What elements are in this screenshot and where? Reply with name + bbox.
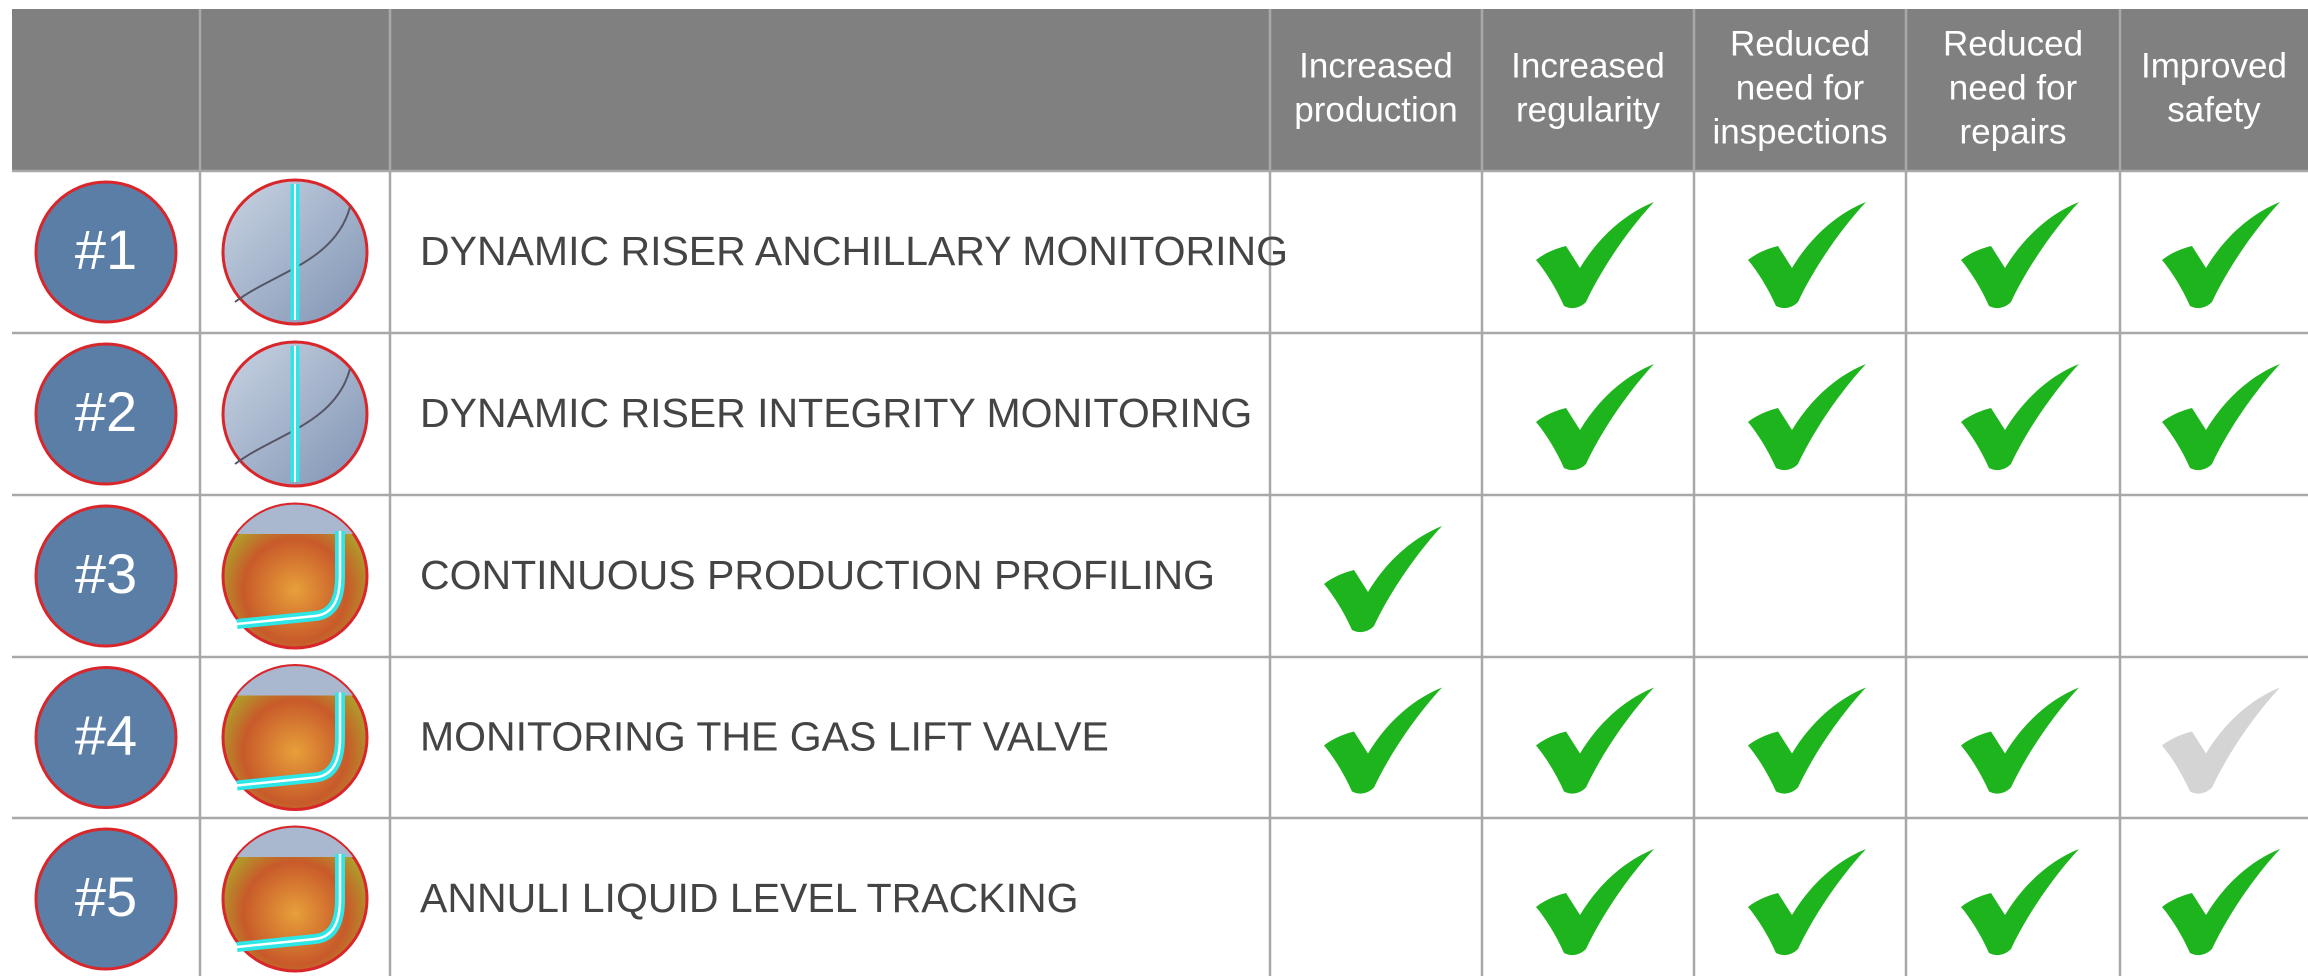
column-header: repairs <box>1960 112 2067 151</box>
column-header: need for <box>1736 68 1865 107</box>
column-header: Increased <box>1511 46 1665 85</box>
row-icon <box>221 825 369 973</box>
check-mark <box>1536 202 1654 309</box>
number-badge <box>34 827 178 971</box>
row-number: #3 <box>75 542 137 605</box>
check-mark <box>1324 526 1442 633</box>
check-mark <box>2162 849 2280 956</box>
row-number: #2 <box>75 380 137 443</box>
row-title: DYNAMIC RISER INTEGRITY MONITORING <box>420 390 1252 436</box>
check-mark <box>1536 849 1654 956</box>
check-mark <box>1961 849 2079 956</box>
row-icon <box>221 502 369 650</box>
column-header: Improved <box>2141 46 2287 85</box>
icon-line-core <box>236 854 342 949</box>
check-mark <box>1324 687 1442 794</box>
number-badge <box>34 666 178 809</box>
row-title: MONITORING THE GAS LIFT VALVE <box>420 713 1109 759</box>
number-badge <box>34 504 178 648</box>
row-number: #1 <box>75 218 137 281</box>
row-title: ANNULI LIQUID LEVEL TRACKING <box>420 875 1078 921</box>
number-badge <box>34 342 178 486</box>
column-header: safety <box>2167 90 2261 129</box>
check-mark <box>2162 364 2280 471</box>
column-header: regularity <box>1516 90 1660 129</box>
row-icon <box>221 340 369 488</box>
column-header: Reduced <box>1943 24 2083 63</box>
header-band <box>12 9 2308 171</box>
icon-line-core <box>236 531 342 626</box>
row-title: DYNAMIC RISER ANCHILLARY MONITORING <box>420 228 1288 274</box>
icon-detail <box>234 368 351 465</box>
row-icon <box>221 178 369 326</box>
column-header: production <box>1294 90 1457 129</box>
check-mark <box>1536 687 1654 794</box>
check-mark <box>1961 687 2079 794</box>
row-icon <box>221 664 369 811</box>
number-badge <box>34 180 178 324</box>
row-number: #5 <box>75 865 137 928</box>
icon-sky <box>237 666 353 696</box>
icon-sky <box>237 504 353 534</box>
check-mark <box>1961 364 2079 471</box>
row-title: CONTINUOUS PRODUCTION PROFILING <box>420 552 1215 598</box>
check-mark <box>1536 364 1654 471</box>
check-mark <box>1748 687 1866 794</box>
check-mark <box>1748 202 1866 309</box>
column-header: Reduced <box>1730 24 1870 63</box>
check-mark <box>1748 364 1866 471</box>
column-header: need for <box>1949 68 2078 107</box>
icon-detail <box>234 206 351 303</box>
row-number: #4 <box>75 703 137 766</box>
check-mark <box>2162 202 2280 309</box>
icon-line-core <box>236 692 342 787</box>
column-header: inspections <box>1712 112 1887 151</box>
check-mark <box>2162 687 2280 794</box>
check-mark <box>1748 849 1866 956</box>
check-mark <box>1961 202 2079 309</box>
icon-sky <box>237 827 353 857</box>
column-header: Increased <box>1299 46 1453 85</box>
